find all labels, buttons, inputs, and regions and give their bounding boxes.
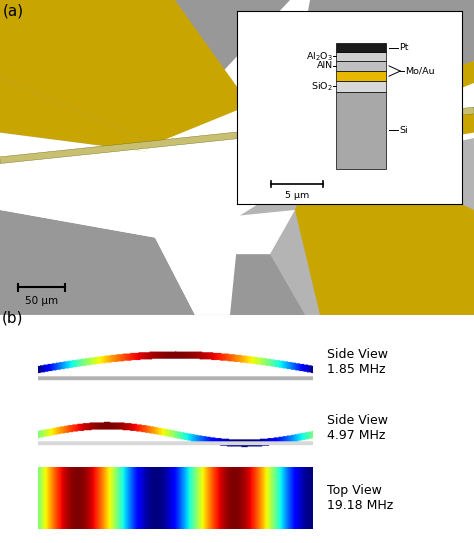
Polygon shape — [0, 0, 290, 155]
Bar — [336, 61, 386, 71]
Text: SiO$_2$: SiO$_2$ — [311, 80, 333, 93]
Polygon shape — [0, 83, 474, 160]
Polygon shape — [0, 151, 240, 315]
Bar — [336, 52, 386, 61]
Text: Si: Si — [399, 126, 408, 135]
Polygon shape — [195, 254, 305, 315]
Bar — [336, 92, 386, 169]
Polygon shape — [0, 0, 250, 144]
Bar — [336, 71, 386, 81]
Polygon shape — [295, 171, 474, 315]
Text: Mo/Au: Mo/Au — [405, 67, 434, 75]
Text: Side View
1.85 MHz: Side View 1.85 MHz — [327, 349, 388, 376]
Bar — [336, 43, 386, 52]
Text: Pt: Pt — [399, 43, 409, 52]
Text: Side View
4.97 MHz: Side View 4.97 MHz — [327, 414, 388, 441]
Polygon shape — [290, 0, 474, 132]
Polygon shape — [200, 210, 295, 254]
Text: (b): (b) — [2, 311, 23, 326]
Polygon shape — [0, 77, 155, 151]
Text: Top View
19.18 MHz: Top View 19.18 MHz — [327, 484, 393, 512]
Polygon shape — [230, 138, 474, 315]
Text: (a): (a) — [3, 3, 24, 18]
Text: 50 μm: 50 μm — [25, 296, 58, 306]
Polygon shape — [0, 107, 474, 163]
Text: AlN: AlN — [317, 61, 333, 70]
Polygon shape — [0, 0, 165, 99]
Text: 5 μm: 5 μm — [284, 191, 309, 200]
Polygon shape — [350, 61, 474, 138]
Bar — [336, 81, 386, 92]
Polygon shape — [0, 210, 195, 315]
Text: Al$_2$O$_3$: Al$_2$O$_3$ — [306, 50, 333, 62]
